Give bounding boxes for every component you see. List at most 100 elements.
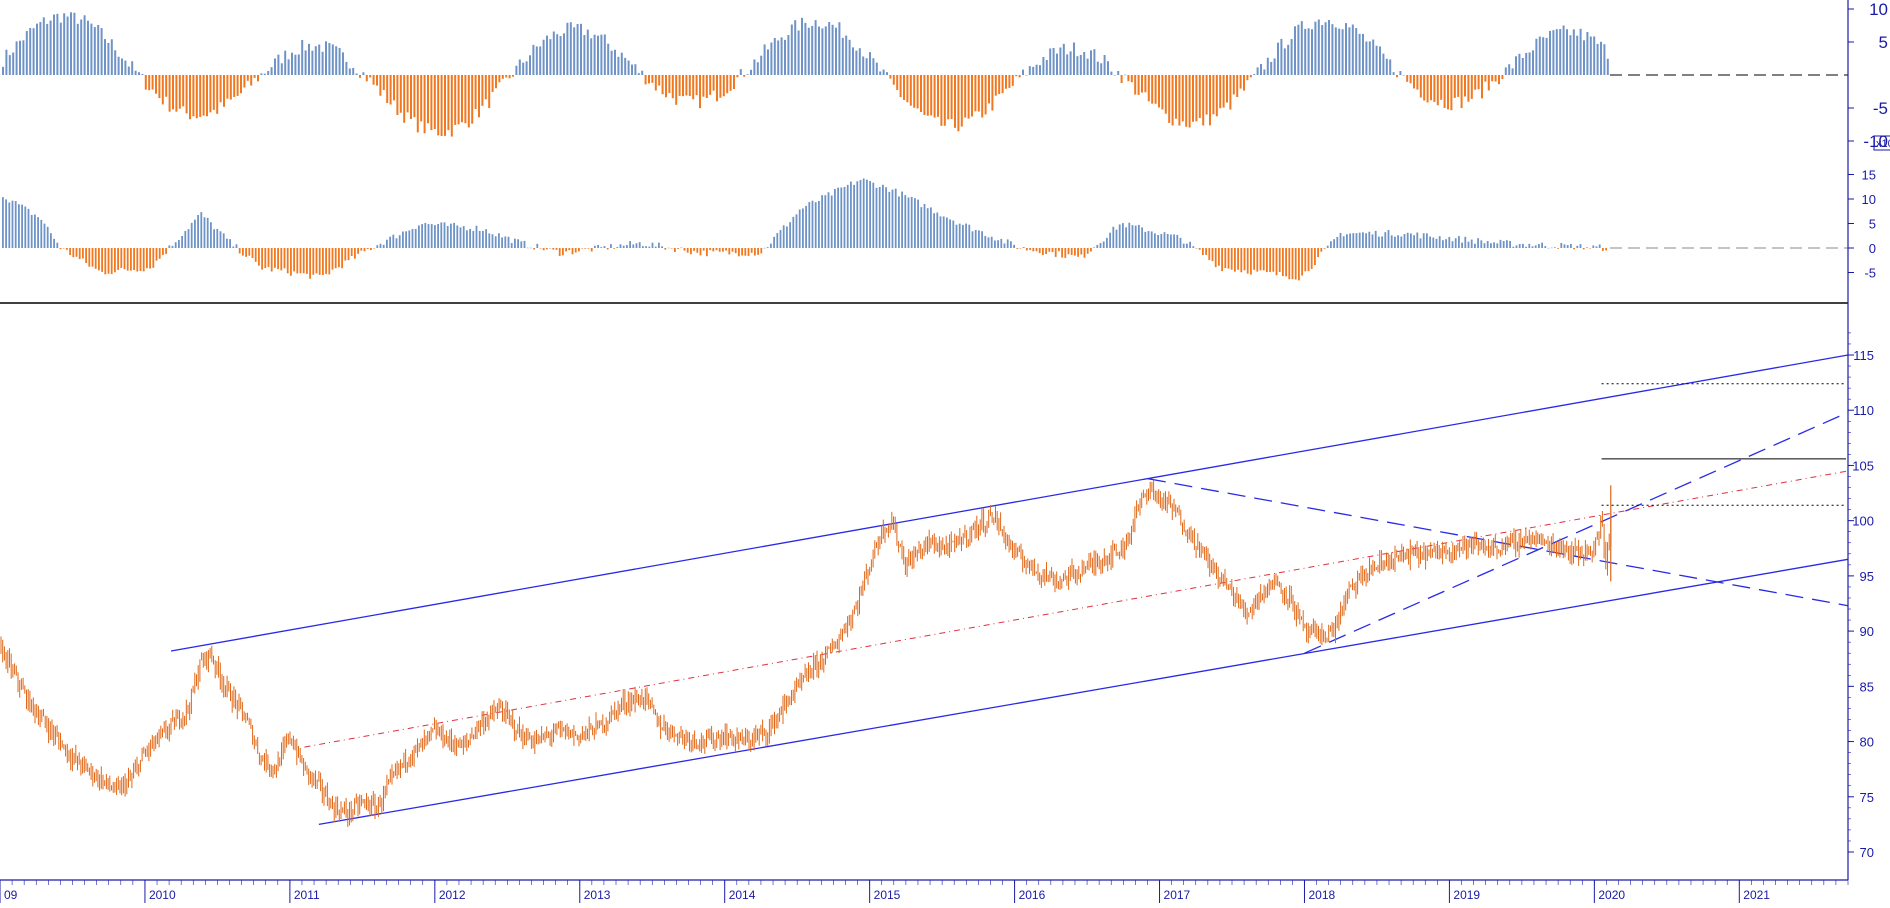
osc1-bar [291,52,293,75]
osc2-bar [1157,235,1159,248]
osc2-bar [1227,248,1230,269]
osc1-bar [967,75,970,119]
osc1-bar [124,60,127,75]
osc1-bar [474,75,477,109]
osc1-ytick-label: 5 [1879,33,1888,52]
osc1-bar [1409,75,1412,84]
osc1-bar [954,75,956,128]
osc1-bar [484,75,487,100]
osc2-bar [1102,241,1105,248]
osc1-bar [168,75,171,112]
osc1-bar [1416,75,1419,90]
osc1-bar [318,44,321,75]
osc1-bar [1348,27,1351,75]
osc1-bar [365,75,368,82]
osc1-bar [1487,75,1490,91]
osc2-bar [1384,232,1387,248]
osc2-bar [1592,245,1595,248]
osc2-bar [1291,248,1294,280]
osc1-bar [352,67,355,75]
osc1-bar [702,75,705,97]
osc1-bar [654,75,657,91]
osc1-bar [1433,75,1436,102]
osc1-bar [56,13,59,76]
osc1-bar [1192,75,1194,122]
osc1-bar [403,75,406,123]
osc2-bar [555,248,558,250]
osc2-bar [389,236,391,248]
osc2-bar [1269,248,1271,272]
osc2-bar [21,204,23,248]
osc1-bar [1474,75,1477,90]
osc1-bar [1532,50,1534,75]
osc2-bar [434,225,436,248]
price-ytick-label: 75 [1860,790,1874,805]
osc2-bar [1486,241,1489,248]
osc1-bar [712,75,715,91]
osc1-bar [376,75,378,86]
osc2-bar [168,245,171,248]
osc1-bar [682,75,684,97]
osc1-bar [930,75,933,116]
osc2-bar [142,248,145,272]
osc2-bar [181,236,183,248]
osc2-bar [632,244,635,248]
osc1-bar [1413,75,1415,89]
osc1-bar [1297,24,1300,75]
osc2-bar [894,188,897,248]
osc2-bar [846,184,849,248]
osc2-bar [1003,243,1006,248]
osc1-bar [1419,75,1422,98]
x-tick-label: 2020 [1598,888,1625,902]
osc1-bar [607,43,610,75]
osc1-bar [556,34,559,75]
osc1-bar [1552,30,1555,75]
osc2-bar [1042,248,1044,255]
osc1-bar [947,75,950,120]
osc1-bar [906,75,909,103]
x-tick-label: 2021 [1743,888,1770,902]
osc1-bar [1215,75,1218,117]
osc2-bar [606,248,609,250]
osc1-bar [733,75,735,90]
osc1-bar [25,30,28,75]
osc2-bar [1163,232,1166,248]
osc1-bar [338,47,341,75]
osc2-bar [539,248,542,249]
osc1-bar [964,75,967,118]
osc1-bar [294,54,297,75]
osc1-bar [1243,75,1245,91]
osc1-bar [1447,75,1449,110]
osc2-bar [85,248,87,263]
osc1-bar [212,75,215,110]
osc2-bar [1416,232,1419,248]
osc2-bar [1141,227,1143,248]
osc2-bar [1154,233,1156,248]
osc1-bar [1579,28,1582,75]
osc2-bar [840,187,843,248]
osc1-bar [804,22,807,75]
osc1-bar [1508,64,1511,75]
osc1-bar [121,58,123,75]
osc2-bar [1208,248,1211,261]
osc2-bar [696,248,699,253]
osc2-bar [146,248,148,269]
osc2-bar [680,247,683,249]
osc1-bar [1467,75,1470,102]
osc2-bar [1074,248,1076,256]
osc2-bar [1285,248,1287,277]
osc2-bar [88,248,91,267]
osc1-bar [855,50,858,75]
osc1-bar [603,34,606,75]
osc2-bar [814,202,817,248]
osc1-bar [617,56,620,75]
osc2-bar [686,248,689,253]
osc1-bar [1341,29,1344,76]
osc2-bar [1058,248,1060,252]
osc1-bar [1392,72,1395,75]
osc1-bar [845,35,848,75]
osc1-bar [879,71,882,75]
osc2-bar [1278,248,1281,273]
osc1-bar [651,75,654,83]
osc1-bar [1338,28,1341,75]
